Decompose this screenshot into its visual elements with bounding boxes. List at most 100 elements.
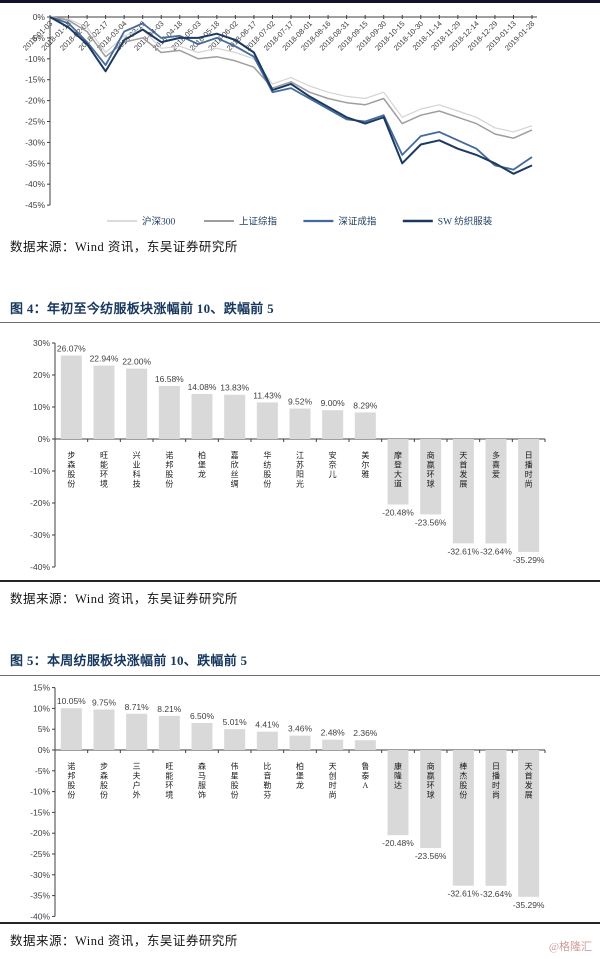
bar-category-label: 日播时尚	[492, 762, 500, 800]
y-axis-tick-label: -35%	[30, 891, 50, 901]
bar	[126, 368, 148, 439]
series-line-2	[49, 16, 533, 171]
y-axis-tick-label: -15%	[30, 807, 50, 817]
fig5-bottom-divider	[0, 922, 600, 924]
bar-category-label: 步森股份	[100, 762, 108, 800]
bar	[289, 735, 311, 750]
bar-category-label: 多喜爱	[492, 450, 500, 479]
legend-label: 上证综指	[239, 216, 278, 228]
y-axis-tick-label: -35%	[25, 158, 45, 168]
bar-value-label: -20.48%	[382, 508, 414, 518]
bar	[256, 402, 278, 439]
y-axis-tick-label: 20%	[33, 370, 50, 380]
bar-chart-tick-labels: 30% 20% 10% 0% -10% -20% -30% -40%	[30, 338, 50, 572]
bar-category-labels: 步森股份 旺能环境 兴业科技 诺邦股份 柏堡龙 嘉欣丝绸 华纺股份 江苏阳光 安奈儿 美尔雅 摩登大…	[67, 450, 532, 489]
bar	[452, 750, 474, 886]
bar	[126, 713, 148, 750]
bar	[420, 439, 442, 515]
y-axis-tick-label: 5%	[38, 724, 51, 734]
bar-category-label: 天首发展	[525, 762, 533, 800]
series-line-0	[49, 16, 533, 133]
bar-value-label: 8.29%	[353, 400, 378, 410]
bar-value-label: 11.43%	[253, 390, 282, 400]
bar-value-labels: 26.07% 22.94% 22.00% 16.58% 14.08% 13.83% 11.4…	[57, 344, 545, 565]
fig4-bottom-divider	[0, 580, 600, 582]
series-line-1	[49, 16, 533, 139]
fig4-ytd-gainers-losers-bar-chart: 30% 20% 10% 0% -10% -20% -30% -40% 26.07% 22.94% 2…	[30, 338, 546, 572]
bar-category-label: 比音勒芬	[263, 761, 271, 800]
y-axis-tick-label: 0%	[33, 12, 46, 22]
fig5-weekly-gainers-losers-bar-chart: 15% 10% 5% 0% -5% -10% -15% -20% -25% -30% -35% -40…	[30, 683, 546, 920]
y-axis-tick-label: -10%	[25, 54, 45, 64]
line-chart-series	[49, 16, 533, 175]
bar-value-label: 2.48%	[321, 728, 346, 738]
y-axis-tick-label: -20%	[25, 96, 45, 106]
bar-value-label: -35.29%	[513, 900, 545, 910]
bar-category-label: 天创时尚	[329, 762, 337, 800]
y-axis-tick-label: -30%	[30, 530, 50, 540]
bar-category-label: 嘉欣丝绸	[231, 450, 239, 489]
bar-value-label: -23.56%	[415, 851, 447, 861]
line-chart-legend: 沪深300 上证综指 深证成指 SW 纺织服装	[107, 216, 493, 228]
bar-category-label: 棒杰股份	[459, 761, 467, 800]
bar-category-label: 江苏阳光	[296, 451, 304, 489]
y-axis-tick-label: 10%	[33, 402, 50, 412]
bar-category-label: 森马服饰	[198, 761, 206, 800]
bar-value-label: 9.00%	[321, 398, 346, 408]
bars	[60, 708, 540, 897]
bar-category-label: 诺邦股份	[165, 450, 173, 489]
bar-value-label: -23.56%	[415, 517, 447, 527]
bar-category-label: 诺邦股份	[67, 761, 75, 800]
bar-value-label: 22.94%	[90, 354, 119, 364]
bar	[485, 439, 507, 544]
bar-value-label: 13.83%	[220, 383, 249, 393]
bar	[387, 750, 409, 836]
y-axis-tick-label: 15%	[33, 683, 50, 693]
y-axis-tick-label: -20%	[30, 498, 50, 508]
bar	[518, 750, 540, 897]
bar	[158, 715, 180, 750]
bar-value-label: 9.75%	[92, 697, 117, 707]
bar	[158, 385, 180, 439]
y-axis-tick-label: -5%	[35, 766, 51, 776]
bar	[191, 393, 213, 439]
bar-value-label: 26.07%	[57, 344, 86, 354]
y-axis-tick-label: 0%	[38, 745, 51, 755]
bar-value-label: 22.00%	[122, 357, 151, 367]
bar-value-label: -32.61%	[447, 546, 479, 556]
bar-category-label: 康隆达	[394, 761, 402, 790]
bar	[354, 412, 376, 439]
bar-category-label: 天首发展	[459, 451, 467, 489]
y-axis-tick-label: 0%	[38, 434, 51, 444]
bar-category-label: 兴业科技	[133, 451, 141, 489]
bar	[485, 750, 507, 886]
bar-category-label: 日播时尚	[525, 451, 533, 489]
bar	[452, 439, 474, 544]
bar	[289, 408, 311, 439]
legend-label: 沪深300	[142, 216, 176, 228]
y-axis-tick-label: -25%	[30, 849, 50, 859]
bar-value-label: 10.05%	[57, 696, 86, 706]
figure5-title-underline	[0, 675, 600, 676]
bar	[60, 355, 82, 439]
y-axis-tick-label: -10%	[30, 787, 50, 797]
y-axis-tick-label: -40%	[30, 911, 50, 920]
data-source-note: 数据来源：Wind 资讯，东吴证券研究所	[10, 934, 238, 948]
y-axis-tick-label: -45%	[25, 200, 45, 210]
bar	[224, 394, 246, 439]
bar	[387, 439, 409, 505]
top-divider	[0, 0, 600, 3]
bar-category-label: 旺能环境	[100, 451, 108, 489]
bar	[191, 722, 213, 750]
bar-chart-tick-labels: 15% 10% 5% 0% -5% -10% -15% -20% -25% -30% -35% -40…	[30, 683, 50, 920]
data-source-note: 数据来源：Wind 资讯，东吴证券研究所	[10, 240, 238, 254]
bar-category-label: 步森股份	[67, 451, 75, 489]
bar-value-label: -32.64%	[480, 889, 512, 899]
bar	[93, 365, 115, 439]
legend-label: SW 纺织服装	[438, 216, 493, 228]
bar-category-label: 摩登大道	[394, 450, 402, 489]
series-line-3	[49, 16, 533, 175]
bar-value-label: -20.48%	[382, 838, 414, 848]
bar-value-label: -35.29%	[513, 555, 545, 565]
watermark: @格隆汇	[548, 941, 592, 953]
